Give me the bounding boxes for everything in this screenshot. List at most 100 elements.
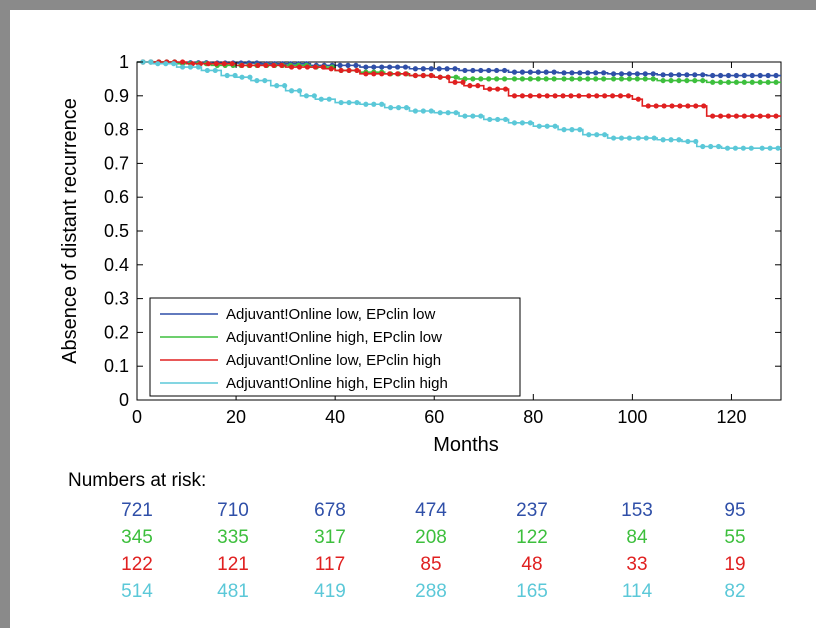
censor-mark <box>437 110 443 116</box>
x-tick-label: 100 <box>617 407 647 427</box>
censor-mark <box>495 116 501 123</box>
censor-mark <box>282 83 288 89</box>
censor-mark <box>462 67 468 74</box>
censor-mark <box>551 76 557 82</box>
censor-mark <box>470 67 476 74</box>
censor-mark <box>552 93 558 99</box>
censor-mark <box>296 88 303 94</box>
series-3 <box>137 59 781 119</box>
censor-mark <box>767 145 773 151</box>
risk-count: 514 <box>121 581 153 602</box>
risk-count: 710 <box>217 500 249 521</box>
censor-mark <box>701 103 707 109</box>
censor-mark <box>239 74 245 80</box>
censor-mark <box>402 64 409 70</box>
censor-mark <box>179 64 186 70</box>
axes-layer: 0 0.1 0.2 0.3 0.4 0.5 0.6 0.7 0.8 0.9 1 0 20 40 60 80 10… <box>104 52 781 427</box>
censor-mark <box>494 67 500 74</box>
y-tick-label: 0.3 <box>104 289 129 309</box>
censor-mark <box>412 108 419 114</box>
censor-mark <box>239 62 245 68</box>
censor-mark <box>773 79 779 85</box>
censor-mark <box>453 74 459 80</box>
censor-mark <box>353 62 359 68</box>
censor-mark <box>274 83 280 89</box>
censor-mark <box>428 108 434 114</box>
censor-mark <box>676 77 682 84</box>
y-tick-label: 1 <box>119 52 129 72</box>
censor-mark <box>475 83 481 89</box>
censor-mark <box>700 77 706 84</box>
risk-count: 481 <box>217 581 249 602</box>
censor-mark <box>700 72 706 78</box>
censor-mark <box>552 123 558 129</box>
censor-mark <box>569 76 575 82</box>
censor-mark <box>733 113 740 119</box>
risk-count: 84 <box>626 527 648 548</box>
censor-mark <box>610 71 617 77</box>
x-tick-label: 80 <box>523 407 543 427</box>
censor-mark <box>304 64 311 70</box>
censor-mark <box>577 76 583 82</box>
censor-mark <box>710 72 716 79</box>
censor-mark <box>288 64 295 70</box>
censor-mark <box>527 69 533 75</box>
censor-mark <box>519 120 526 126</box>
censor-mark <box>717 79 724 85</box>
risk-count: 237 <box>516 500 548 521</box>
censor-mark <box>494 76 500 82</box>
censor-mark <box>625 93 632 99</box>
censor-mark <box>402 71 409 77</box>
censor-mark <box>527 93 533 99</box>
censor-mark <box>420 66 426 72</box>
censor-mark <box>346 99 352 106</box>
censor-mark <box>725 79 732 85</box>
censor-mark <box>363 64 369 70</box>
censor-mark <box>338 67 344 74</box>
censor-mark <box>594 132 600 138</box>
censor-mark <box>279 62 285 68</box>
censor-mark <box>653 103 659 109</box>
x-axis-label: Months <box>433 434 499 456</box>
x-tick-label: 120 <box>716 407 746 427</box>
censor-mark <box>229 61 235 67</box>
censor-mark <box>212 67 218 74</box>
censor-mark <box>669 103 675 109</box>
y-tick-label: 0.6 <box>104 187 129 207</box>
censor-mark <box>478 113 484 119</box>
censor-mark <box>732 145 739 151</box>
censor-mark <box>452 66 458 72</box>
y-tick-label: 0.9 <box>104 86 129 106</box>
censor-mark <box>544 123 550 129</box>
risk-count: 288 <box>415 581 447 602</box>
censor-mark <box>501 76 508 82</box>
censor-mark <box>593 76 599 82</box>
censor-mark <box>501 67 508 74</box>
censor-mark <box>453 110 459 116</box>
risk-count: 474 <box>415 500 447 521</box>
censor-mark <box>740 145 746 151</box>
censor-mark <box>487 86 493 92</box>
censor-mark <box>371 101 377 107</box>
censor-mark <box>585 76 591 82</box>
censor-mark <box>677 103 683 109</box>
censor-mark <box>635 96 641 102</box>
y-tick-label: 0.5 <box>104 221 129 241</box>
censor-mark <box>749 79 755 85</box>
censor-mark <box>577 70 583 76</box>
censor-mark <box>741 72 747 79</box>
censor-mark <box>337 62 343 68</box>
censor-mark <box>312 64 318 70</box>
censor-mark <box>602 93 608 99</box>
censor-mark <box>717 113 724 119</box>
censor-mark <box>773 72 779 79</box>
censor-mark <box>187 64 194 70</box>
censor-mark <box>535 76 541 82</box>
censor-mark <box>668 72 674 78</box>
censor-mark <box>561 127 567 133</box>
censor-mark <box>749 72 755 79</box>
risk-count: 345 <box>121 527 153 548</box>
censor-mark <box>379 101 385 107</box>
y-axis-label: Absence of distant recurrence <box>59 98 81 364</box>
censor-mark <box>684 77 690 84</box>
